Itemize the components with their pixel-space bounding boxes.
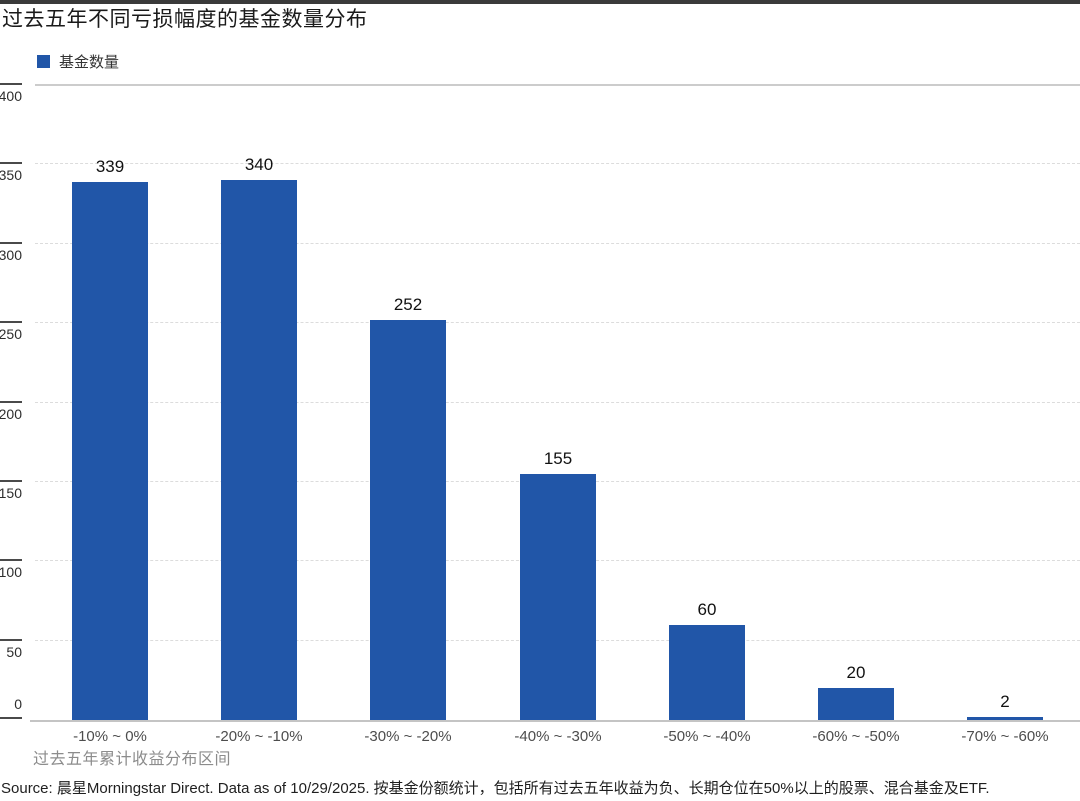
bar-value-label: 20 [846, 663, 866, 682]
y-axis-tick [0, 242, 22, 244]
legend: 基金数量 [37, 51, 119, 72]
y-axis-tick [0, 480, 22, 482]
y-tick-label: 100 [0, 564, 22, 580]
y-axis-tick [0, 401, 22, 403]
legend-swatch-icon [37, 55, 50, 68]
y-gridline [35, 322, 1080, 323]
bar-value-label: 252 [393, 295, 423, 314]
bar [669, 625, 745, 720]
bar-value-label: 2 [1000, 692, 1010, 711]
y-gridline [35, 84, 1080, 86]
y-axis-tick [0, 559, 22, 561]
x-axis-line [30, 720, 1080, 722]
x-tick-label: -10% ~ 0% [73, 728, 147, 745]
x-tick-label: -20% ~ -10% [215, 728, 303, 745]
y-gridline [35, 402, 1080, 403]
bar-value-label: 339 [95, 157, 125, 176]
top-accent-rule [0, 0, 1080, 4]
y-tick-label: 0 [14, 696, 22, 712]
legend-label: 基金数量 [59, 54, 120, 71]
y-tick-label: 50 [6, 644, 22, 660]
y-gridline [35, 163, 1080, 164]
y-gridline [35, 243, 1080, 244]
x-tick-label: -50% ~ -40% [663, 728, 751, 745]
x-tick-label: -40% ~ -30% [514, 728, 602, 745]
bar [967, 717, 1043, 720]
x-tick-label: -60% ~ -50% [812, 728, 900, 745]
y-tick-label: 200 [0, 406, 22, 422]
x-tick-label: -30% ~ -20% [364, 728, 452, 745]
x-axis-title: 过去五年累计收益分布区间 [33, 751, 232, 768]
y-tick-label: 300 [0, 247, 22, 263]
y-tick-label: 350 [0, 167, 22, 183]
bar-value-label: 340 [244, 155, 274, 174]
bar [818, 688, 894, 720]
bar-value-label: 60 [697, 600, 717, 619]
bar-value-label: 155 [543, 449, 573, 468]
y-axis-tick [0, 321, 22, 323]
y-tick-label: 400 [0, 88, 22, 104]
y-axis-tick [0, 162, 22, 164]
y-tick-label: 150 [0, 485, 22, 501]
y-axis-tick [0, 639, 22, 641]
bar [520, 474, 596, 720]
chart-title: 过去五年不同亏损幅度的基金数量分布 [2, 8, 368, 31]
bar [72, 182, 148, 720]
bar [221, 180, 297, 720]
y-axis-tick [0, 717, 22, 719]
y-axis-tick [0, 83, 22, 85]
y-tick-label: 250 [0, 326, 22, 342]
source-note: Source: 晨星Morningstar Direct. Data as of… [1, 780, 990, 797]
x-tick-label: -70% ~ -60% [961, 728, 1049, 745]
bar [370, 320, 446, 720]
